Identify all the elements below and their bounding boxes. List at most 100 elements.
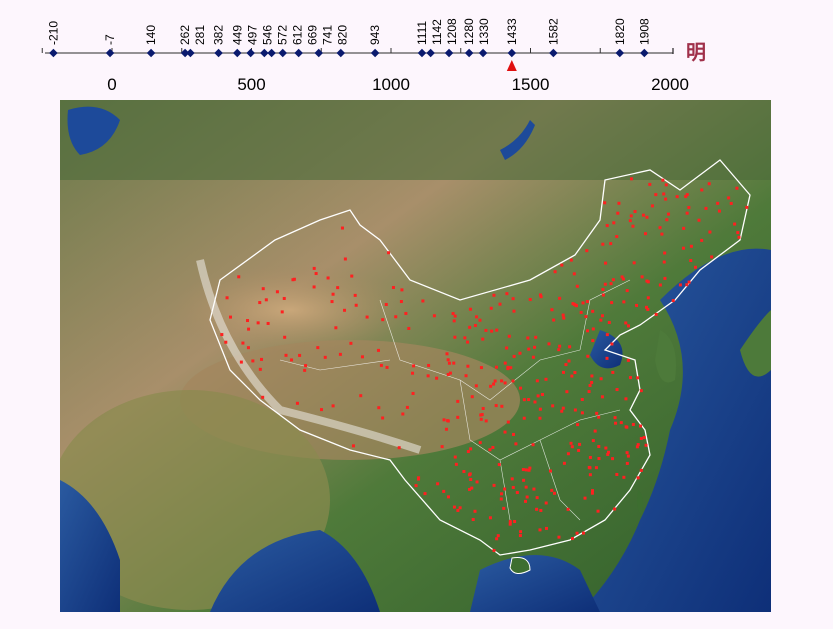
event-marker[interactable] <box>464 48 474 58</box>
site-dot <box>256 321 260 325</box>
axis-label: 500 <box>237 75 265 94</box>
current-year-pointer[interactable] <box>506 60 517 71</box>
site-dot <box>237 275 241 279</box>
event-marker[interactable] <box>180 48 190 58</box>
site-dot <box>275 290 279 294</box>
site-dot <box>473 323 477 327</box>
event-marker[interactable] <box>278 48 287 58</box>
site-dot <box>562 316 566 320</box>
event-year-label[interactable]: 1820 <box>613 18 627 45</box>
event-marker[interactable] <box>246 48 255 58</box>
site-dot <box>531 443 535 447</box>
site-dot <box>469 477 473 481</box>
site-dot <box>448 371 452 375</box>
site-dot <box>391 286 395 290</box>
event-marker[interactable] <box>314 48 323 58</box>
event-year-label[interactable]: 820 <box>335 25 349 45</box>
site-dot <box>452 361 456 365</box>
event-year-label[interactable]: 1330 <box>477 18 491 45</box>
event-year-label[interactable]: -7 <box>103 34 117 45</box>
site-dot <box>590 380 594 384</box>
event-year-label[interactable]: 262 <box>178 25 192 45</box>
site-dot <box>535 507 539 511</box>
event-marker[interactable] <box>426 48 435 58</box>
event-year-label[interactable]: 669 <box>305 25 319 45</box>
site-dot <box>400 288 404 292</box>
site-dot <box>258 301 262 305</box>
event-year-label[interactable]: 1582 <box>546 18 560 45</box>
event-marker[interactable] <box>640 48 649 58</box>
event-marker[interactable] <box>478 48 488 58</box>
site-dot <box>462 469 466 473</box>
event-marker[interactable] <box>186 48 195 58</box>
event-year-label[interactable]: 449 <box>230 25 244 45</box>
site-dot <box>407 326 411 330</box>
event-year-label[interactable]: 943 <box>368 25 382 45</box>
event-marker[interactable] <box>233 48 242 58</box>
site-dot <box>512 354 516 358</box>
site-dot <box>625 289 629 293</box>
site-dot <box>444 427 448 431</box>
satellite-map[interactable] <box>60 100 771 612</box>
event-marker[interactable] <box>49 48 58 58</box>
site-dot <box>597 415 601 419</box>
site-dot <box>557 535 561 539</box>
site-dot <box>488 448 492 452</box>
event-marker[interactable] <box>444 48 454 58</box>
site-dot <box>581 301 585 305</box>
site-dot <box>498 302 502 306</box>
site-dot <box>636 376 640 380</box>
timeline[interactable]: -210 -7 140 262 281 382 449 497 546 572 612 669 741 8… <box>0 0 833 100</box>
event-year-label[interactable]: 741 <box>320 25 334 45</box>
site-dot <box>704 206 708 210</box>
site-dot <box>587 390 591 394</box>
event-marker[interactable] <box>336 48 346 58</box>
site-dot <box>599 377 603 381</box>
event-year-label[interactable]: 1433 <box>505 18 519 45</box>
site-dot <box>349 341 353 345</box>
site-dot <box>511 297 515 301</box>
event-marker[interactable] <box>146 48 156 58</box>
event-year-label[interactable]: -210 <box>46 21 60 45</box>
site-dot <box>453 314 457 318</box>
site-dot <box>500 379 504 383</box>
site-dot <box>566 507 570 511</box>
site-dot <box>597 457 601 461</box>
event-marker[interactable] <box>214 48 223 58</box>
site-dot <box>635 445 639 449</box>
event-year-label[interactable]: 1208 <box>445 18 459 45</box>
site-dot <box>560 409 564 413</box>
event-year-label[interactable]: 140 <box>144 25 158 45</box>
event-marker[interactable] <box>260 48 269 58</box>
site-dot <box>266 321 270 325</box>
event-year-label[interactable]: 497 <box>245 25 259 45</box>
event-marker[interactable] <box>370 48 380 58</box>
site-dot <box>588 473 592 477</box>
event-marker[interactable] <box>549 48 558 58</box>
event-year-label[interactable]: 1111 <box>415 21 429 45</box>
event-marker[interactable] <box>267 48 276 58</box>
site-dot <box>228 315 232 319</box>
event-year-label[interactable]: 1908 <box>637 18 651 45</box>
event-year-label[interactable]: 612 <box>290 25 304 45</box>
site-dot <box>604 261 608 265</box>
event-year-label[interactable]: 1142 <box>430 19 444 45</box>
site-dot <box>528 466 532 470</box>
site-dot <box>500 404 504 408</box>
site-dot <box>605 224 609 228</box>
site-dot <box>524 468 528 472</box>
event-year-label[interactable]: 572 <box>275 25 289 45</box>
site-dot <box>467 473 471 477</box>
event-year-label[interactable]: 281 <box>193 25 207 45</box>
event-year-label[interactable]: 546 <box>260 25 274 45</box>
event-marker[interactable] <box>417 48 427 58</box>
event-marker[interactable] <box>615 48 625 58</box>
event-year-label[interactable]: 1280 <box>462 18 476 45</box>
event-year-label[interactable]: 382 <box>212 25 226 45</box>
site-dot <box>615 472 619 476</box>
event-marker[interactable] <box>294 48 303 58</box>
site-dot <box>631 224 635 228</box>
site-dot <box>605 356 609 360</box>
event-marker[interactable] <box>507 48 517 58</box>
event-marker[interactable] <box>105 48 115 58</box>
